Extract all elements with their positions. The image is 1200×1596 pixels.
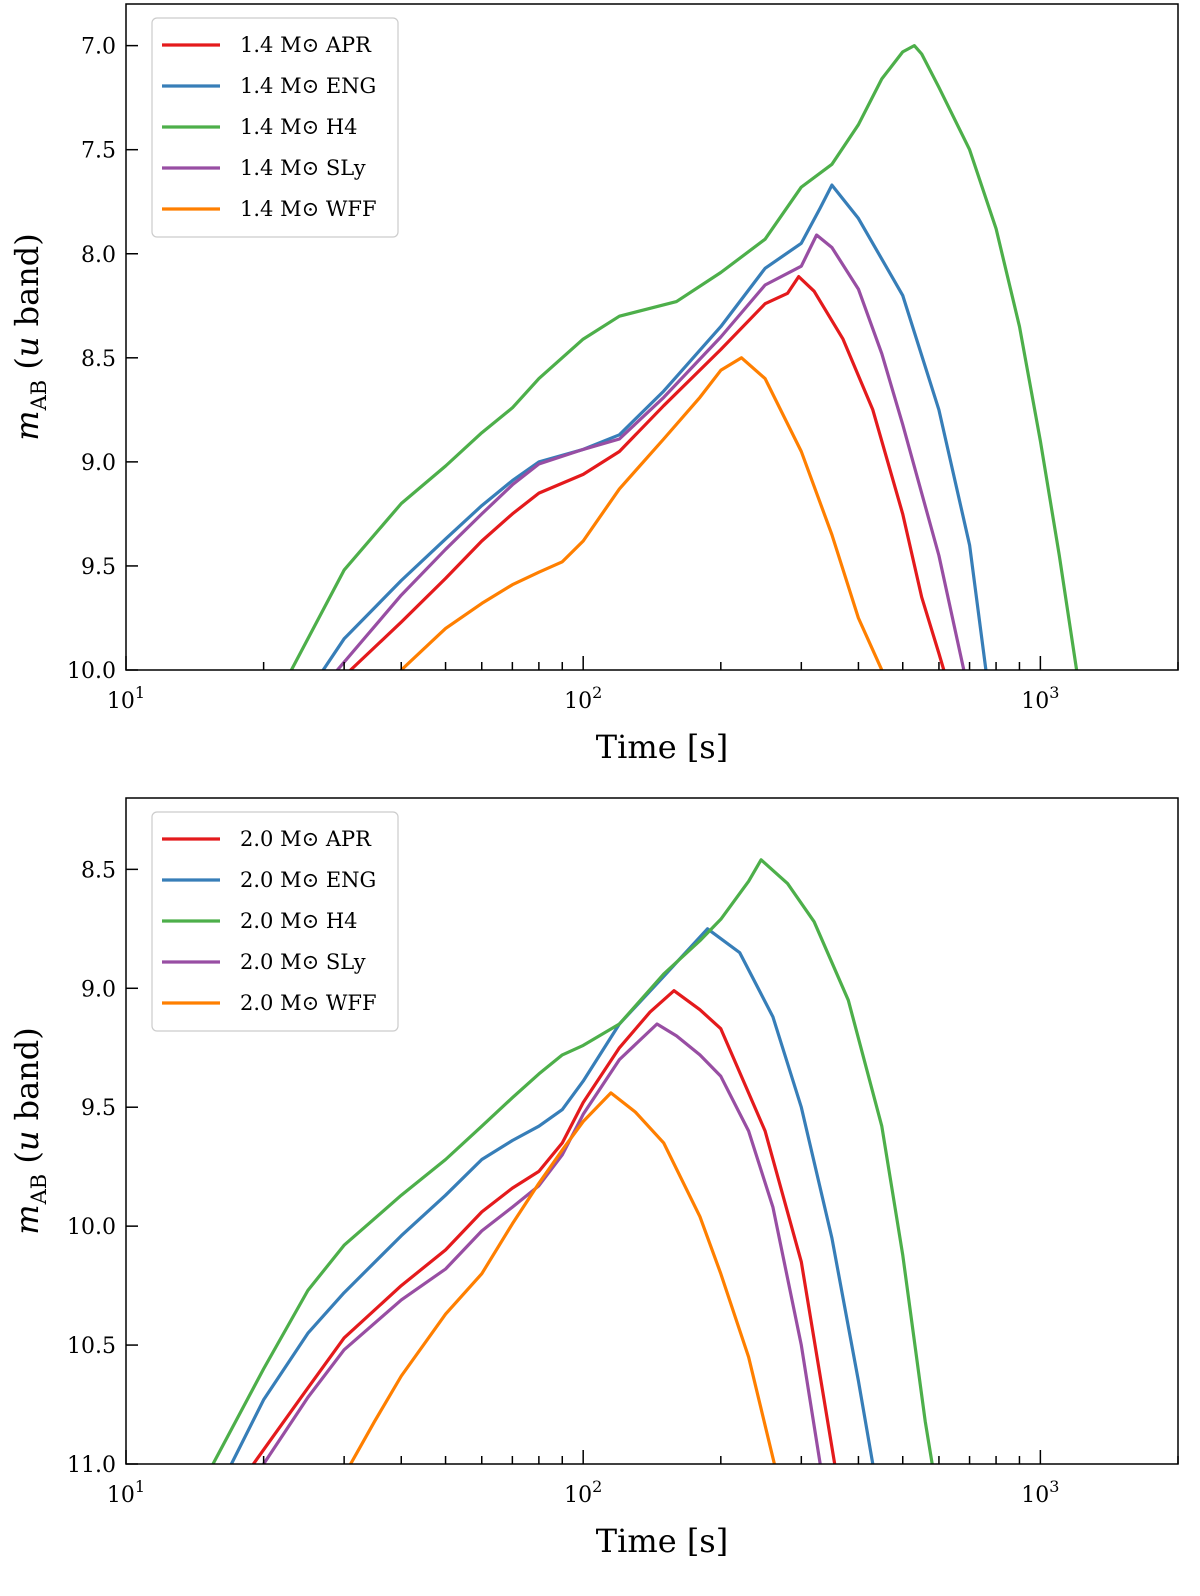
x-tick-label: 102: [564, 683, 602, 714]
series-line-apr: [251, 989, 837, 1464]
x-axis-label: Time [s]: [596, 728, 728, 766]
legend: 1.4 M⊙ APR 1.4 M⊙ ENG 1.4 M⊙ H4 1.4 M⊙ SLy 1…: [151, 17, 399, 238]
legend-label: 2.0 M⊙ H4: [240, 909, 358, 933]
x-ticks: 101 102 103: [107, 656, 1179, 714]
y-tick-label: 9.0: [81, 451, 116, 476]
legend-label: 2.0 M⊙ APR: [240, 827, 372, 851]
y-tick-label: 9.0: [81, 977, 116, 1002]
plot-frame: [125, 797, 1179, 1465]
y-tick-label: 10.0: [67, 1215, 116, 1240]
series-line-sly: [262, 1022, 822, 1464]
legend-label: 2.0 M⊙ SLy: [240, 950, 366, 974]
series-line-wff: [349, 1091, 776, 1464]
series-line-h4: [211, 858, 934, 1464]
legend-label: 1.4 M⊙ APR: [240, 33, 372, 57]
x-tick-label: 103: [1021, 683, 1059, 714]
y-tick-label: 9.5: [81, 555, 116, 580]
series-line-wff: [399, 356, 884, 670]
x-tick-label: 101: [107, 683, 145, 714]
legend-box: [151, 17, 399, 238]
series-lines: [289, 44, 1079, 670]
y-tick-label: 9.5: [81, 1096, 116, 1121]
y-ticks: 7.0 7.5 8.0 8.5 9.0 9.5 10.0: [67, 35, 138, 684]
legend-label: 1.4 M⊙ WFF: [240, 197, 377, 221]
series-line-apr: [349, 275, 946, 670]
legend-label: 2.0 M⊙ WFF: [240, 991, 377, 1015]
series-lines: [211, 858, 934, 1464]
bottom-chart-panel: 101 102 103 8.5 9.0 9.5 10.0 10.5 11.0 Time [s] mA…: [8, 797, 1179, 1560]
x-axis-label: Time [s]: [596, 1522, 728, 1560]
plot-frame: [125, 3, 1179, 671]
legend: 2.0 M⊙ APR 2.0 M⊙ ENG 2.0 M⊙ H4 2.0 M⊙ SLy 2…: [151, 811, 399, 1032]
legend-label: 1.4 M⊙ H4: [240, 115, 358, 139]
legend-label: 1.4 M⊙ ENG: [240, 74, 376, 98]
series-line-eng: [321, 183, 988, 670]
y-tick-label: 8.5: [81, 858, 116, 883]
legend-box: [151, 811, 399, 1032]
y-axis-label: mAB (u band): [8, 1027, 51, 1235]
y-tick-label: 7.0: [81, 35, 116, 60]
series-line-h4: [289, 44, 1079, 670]
x-tick-label: 102: [564, 1477, 602, 1508]
x-tick-label: 103: [1021, 1477, 1059, 1508]
y-tick-label: 11.0: [67, 1453, 116, 1478]
y-tick-label: 10.5: [67, 1334, 116, 1359]
x-tick-label: 101: [107, 1477, 145, 1508]
series-line-eng: [229, 927, 875, 1464]
x-ticks: 101 102 103: [107, 1450, 1179, 1508]
y-tick-label: 8.0: [81, 243, 116, 268]
y-ticks: 8.5 9.0 9.5 10.0 10.5 11.0: [67, 858, 138, 1478]
y-tick-label: 10.0: [67, 659, 116, 684]
legend-label: 2.0 M⊙ ENG: [240, 868, 376, 892]
legend-label: 1.4 M⊙ SLy: [240, 156, 366, 180]
y-tick-label: 8.5: [81, 347, 116, 372]
y-tick-label: 7.5: [81, 139, 116, 164]
top-chart-panel: 101 102 103 7.0 7.5 8.0 8.5 9.0 9.5 10.0 Time [s] m…: [8, 3, 1179, 766]
y-axis-label: mAB (u band): [8, 233, 51, 441]
series-line-sly: [335, 233, 966, 670]
